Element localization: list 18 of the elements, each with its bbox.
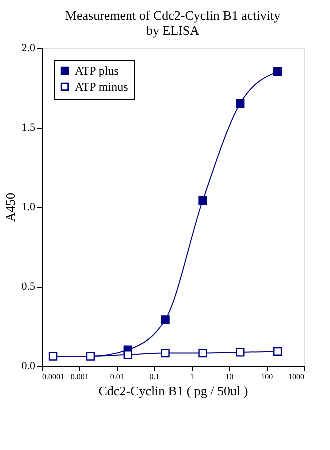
legend-label: ATP plus: [75, 64, 120, 78]
x-tick-label: 0.1: [150, 372, 160, 382]
y-tick-label: 1.0: [22, 202, 36, 214]
x-tick-label: 10: [226, 372, 234, 382]
y-tick-label: 1.5: [22, 122, 36, 134]
y-tick-label: 2.0: [22, 42, 36, 54]
y-axis-title: A450: [2, 193, 18, 222]
chart-title: Measurement of Cdc2-Cyclin B1 activity by ELISA: [65, 8, 282, 38]
x-tick-label: 1: [190, 372, 194, 382]
x-tick-label: 100: [261, 372, 274, 382]
x-tick-label: 0.0001: [42, 372, 64, 382]
x-tick-label: 0.01: [110, 372, 124, 382]
y-tick-label: 0.5: [22, 281, 36, 293]
legend-label: ATP minus: [75, 80, 129, 94]
x-tick-label: 0.001: [70, 372, 89, 382]
x-tick-label: 1000: [288, 372, 304, 382]
y-tick-label: 0.0: [22, 360, 36, 372]
x-axis-title: Cdc2-Cyclin B1 ( pg / 50ul ): [98, 384, 248, 398]
